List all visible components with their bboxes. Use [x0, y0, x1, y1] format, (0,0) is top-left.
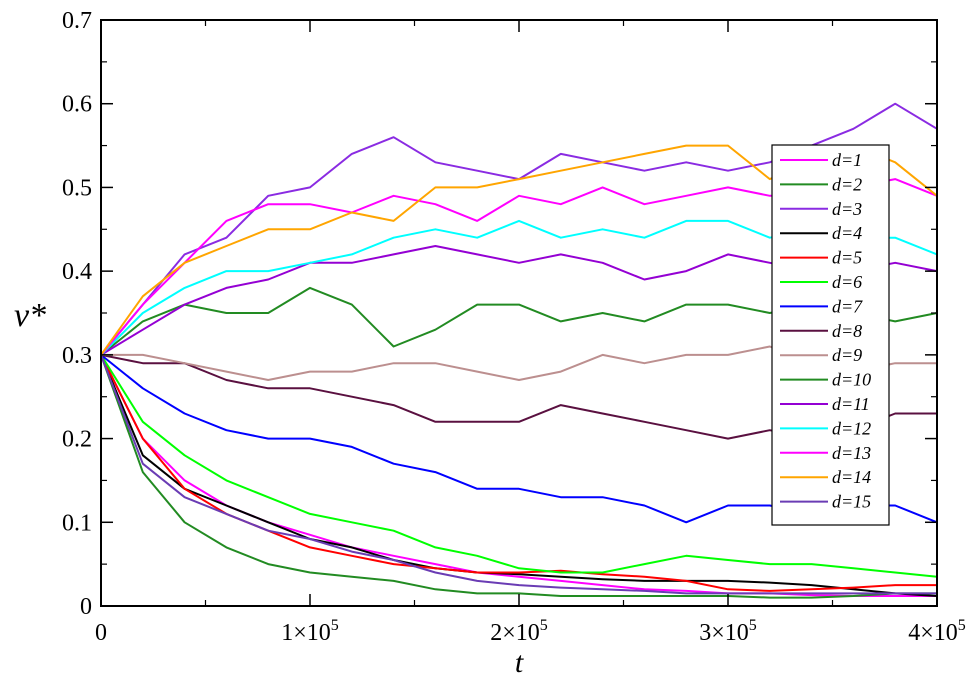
legend-label: d=11 [832, 394, 870, 414]
y-tick-label: 0.7 [62, 8, 92, 34]
legend-label: d=15 [832, 492, 871, 512]
legend-label: d=3 [832, 199, 862, 219]
x-tick-label: 4×105 [908, 617, 966, 646]
series-line-d-15 [100, 354, 937, 595]
x-axis: 0 1×105 2×105 3×105 4×105 [95, 20, 966, 646]
legend-label: d=8 [832, 321, 862, 341]
x-axis-title: t [515, 646, 524, 677]
y-tick-label: 0.1 [62, 510, 92, 536]
legend-label: d=14 [832, 467, 871, 487]
series-line-d-6 [100, 354, 938, 578]
y-axis-title: ν* [14, 297, 46, 334]
x-tick-label: 0 [95, 620, 107, 646]
y-tick-label: 0.5 [62, 175, 92, 201]
legend-label: d=6 [832, 272, 862, 292]
y-tick-label: 0.6 [62, 92, 92, 118]
y-tick-label: 0.4 [62, 259, 92, 285]
legend-label: d=9 [832, 345, 862, 365]
legend-label: d=5 [832, 248, 862, 268]
series-line-d-4 [100, 354, 938, 597]
legend-label: d=12 [832, 418, 871, 438]
y-tick-label: 0 [80, 594, 92, 620]
x-tick-label: 3×105 [699, 617, 757, 646]
x-tick-label: 2×105 [490, 617, 548, 646]
legend-label: d=2 [832, 174, 862, 194]
legend-label: d=7 [832, 296, 863, 316]
legend-box [771, 144, 890, 526]
legend: d=1 d=2 d=3 d=4 d=5 d=6 d=7 d=8 d=9 d=10 d=11 d=12 d… [771, 144, 890, 526]
legend-label: d=1 [832, 150, 862, 170]
x-tick-label: 1×105 [281, 617, 339, 646]
y-axis: 0 0.1 0.2 0.3 0.4 0.5 0.6 0.7 [62, 8, 937, 620]
legend-label: d=13 [832, 443, 871, 463]
legend-label: d=4 [832, 223, 862, 243]
y-tick-label: 0.2 [62, 427, 92, 453]
series-line-d-2 [100, 354, 937, 599]
y-tick-label: 0.3 [62, 343, 92, 369]
legend-label: d=10 [832, 370, 871, 390]
